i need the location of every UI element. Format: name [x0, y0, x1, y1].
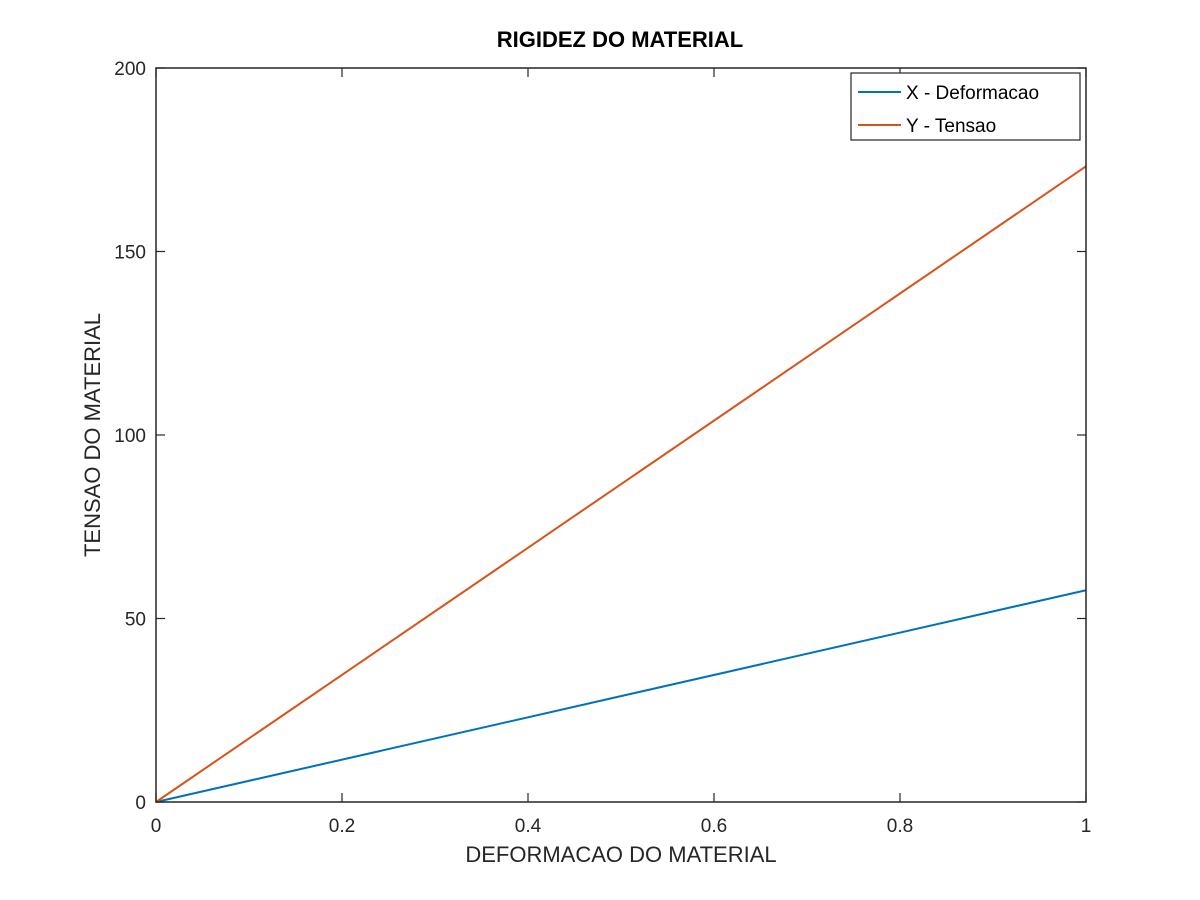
legend-box	[850, 72, 1081, 141]
x-tick-label: 0.8	[887, 816, 913, 837]
x-tick-label: 0	[151, 816, 162, 837]
plot-area	[156, 68, 1086, 802]
series-layer	[155, 165, 1087, 803]
y-axis-label: TENSAO DO MATERIAL	[80, 313, 105, 557]
series-line-1	[155, 589, 1087, 803]
y-tick-label: 0	[135, 793, 146, 814]
x-tick-label: 1	[1081, 816, 1092, 837]
legend-label-2: Y - Tensao	[906, 116, 996, 137]
y-tick-label: 150	[114, 243, 146, 264]
y-tick-label: 200	[114, 59, 146, 80]
series-line-2	[155, 165, 1087, 803]
x-tick-label: 0.6	[701, 816, 727, 837]
y-tick-label: 50	[125, 610, 146, 631]
x-tick-label: 0.2	[329, 816, 355, 837]
tick-layer: 0 0.2 0.4 0.6 0.8 1 0 50 100 150 200	[114, 59, 1091, 837]
y-tick-label: 100	[114, 426, 146, 447]
x-tick-label: 0.4	[515, 816, 542, 837]
x-axis-label: DEFORMACAO DO MATERIAL	[465, 842, 776, 867]
legend-label-1: X - Deformacao	[906, 83, 1039, 104]
legend: X - Deformacao Y - Tensao	[850, 72, 1081, 141]
chart-title: RIGIDEZ DO MATERIAL	[497, 27, 743, 52]
